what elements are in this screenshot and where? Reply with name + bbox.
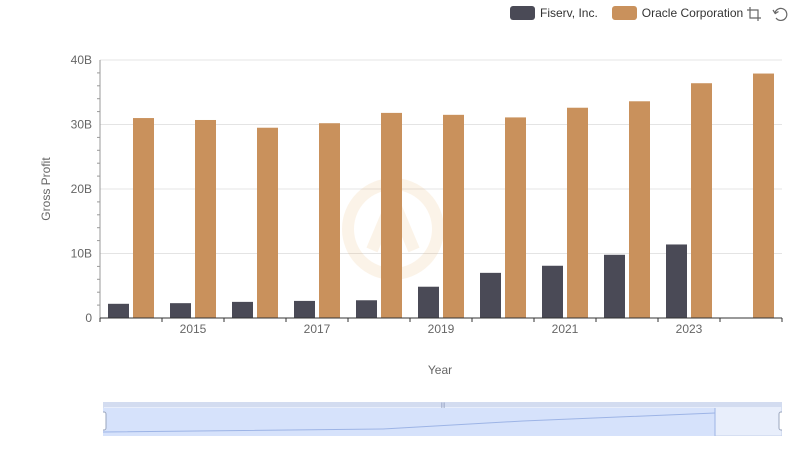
bar-oracle-2018 <box>381 112 402 318</box>
zoom-select-icon[interactable] <box>746 6 762 22</box>
y-tick-label: 40B <box>71 53 92 67</box>
zoom-handle-left <box>103 411 107 431</box>
bar-oracle-2024 <box>753 73 774 318</box>
legend-swatch-oracle <box>611 6 637 20</box>
y-tick-label: 10B <box>71 247 92 261</box>
bar-oracle-2016 <box>257 127 278 318</box>
bar-fiserv-2020 <box>480 272 501 318</box>
bar-fiserv-2018 <box>356 300 377 318</box>
axes <box>97 60 783 322</box>
bar-fiserv-2015 <box>170 303 191 318</box>
legend-item-oracle[interactable]: Oracle Corporation <box>611 6 744 20</box>
bar-oracle-2015 <box>195 119 216 318</box>
svg-text:|||: ||| <box>441 403 446 409</box>
legend: Fiserv, Inc. Oracle Corporation <box>510 4 757 22</box>
x-tick-label: 2015 <box>180 322 207 336</box>
legend-label-oracle: Oracle Corporation <box>641 6 744 20</box>
x-tick-label: 2021 <box>552 322 579 336</box>
bars <box>108 73 774 319</box>
y-tick-label: 30B <box>71 118 92 132</box>
bar-fiserv-2019 <box>418 286 439 318</box>
bar-oracle-2023 <box>691 83 712 318</box>
legend-swatch-fiserv <box>510 6 535 20</box>
bar-fiserv-2014 <box>108 303 129 318</box>
y-tick-label: 0 <box>85 311 92 325</box>
y-axis-label: Gross Profit <box>39 157 53 221</box>
bar-fiserv-2023 <box>666 244 687 318</box>
bar-oracle-2021 <box>567 107 588 318</box>
restore-icon[interactable] <box>772 6 788 22</box>
legend-item-fiserv[interactable]: Fiserv, Inc. <box>510 6 598 20</box>
bar-oracle-2014 <box>133 118 154 318</box>
x-tick-label: 2017 <box>304 322 331 336</box>
bar-oracle-2022 <box>629 101 650 318</box>
x-tick-label: 2019 <box>428 322 455 336</box>
bar-oracle-2017 <box>319 123 340 319</box>
bar-fiserv-2022 <box>604 254 625 318</box>
y-tick-label: 20B <box>71 182 92 196</box>
bar-oracle-2019 <box>443 114 464 318</box>
toolbox <box>746 6 788 22</box>
zoom-handle-right <box>778 411 782 431</box>
bar-oracle-2020 <box>505 117 526 318</box>
x-axis-label: Year <box>428 363 452 377</box>
legend-label-fiserv: Fiserv, Inc. <box>540 6 598 20</box>
bar-fiserv-2021 <box>542 265 563 318</box>
zoom-slider[interactable]: ||| <box>103 402 782 436</box>
bar-fiserv-2017 <box>294 300 315 318</box>
tick-labels: 0 10B 20B 30B 40B 2015 2017 2019 2021 2023 <box>71 53 703 336</box>
bar-fiserv-2016 <box>232 301 253 318</box>
x-tick-label: 2023 <box>676 322 703 336</box>
